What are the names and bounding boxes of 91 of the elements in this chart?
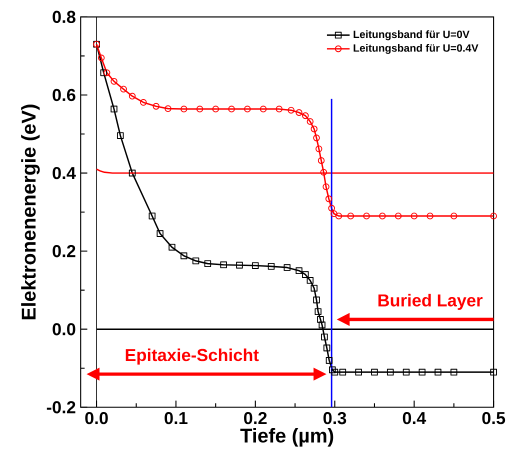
point xyxy=(148,212,156,220)
point xyxy=(180,106,188,112)
point xyxy=(318,322,326,328)
point xyxy=(284,264,291,271)
x-tick-label: 0.2 xyxy=(244,412,267,424)
point xyxy=(236,262,243,269)
point xyxy=(331,368,338,376)
point xyxy=(302,112,309,120)
point xyxy=(98,54,105,62)
point xyxy=(296,109,302,116)
point xyxy=(156,230,164,237)
point xyxy=(110,106,118,112)
point xyxy=(314,308,322,316)
point xyxy=(322,183,330,190)
x-tick-label: 0.3 xyxy=(323,412,346,424)
point xyxy=(386,368,394,376)
point xyxy=(321,334,328,340)
point xyxy=(394,212,402,220)
y-tick-label: 0.8 xyxy=(52,10,76,24)
point xyxy=(100,69,108,76)
y-tick-label: 0.6 xyxy=(52,88,76,102)
point xyxy=(116,132,124,139)
point xyxy=(347,212,354,220)
y-tick-label: 0.4 xyxy=(52,166,76,180)
point xyxy=(402,368,410,376)
point xyxy=(306,118,314,125)
point xyxy=(164,105,172,112)
point xyxy=(244,106,251,112)
point xyxy=(228,106,235,112)
point xyxy=(320,168,328,176)
point xyxy=(168,244,176,251)
y-axis-title: Elektronenenergie (eV) xyxy=(21,104,40,320)
point xyxy=(103,69,110,76)
point xyxy=(490,368,497,376)
point xyxy=(296,267,302,274)
point xyxy=(323,344,330,352)
point xyxy=(268,262,275,270)
point xyxy=(313,296,320,304)
point xyxy=(410,212,418,220)
point xyxy=(310,126,318,132)
point xyxy=(317,316,324,323)
y-tick-label: 0.0 xyxy=(52,323,76,336)
point xyxy=(306,277,314,284)
annotation: Epitaxie-Schicht xyxy=(126,348,259,365)
point xyxy=(326,357,333,364)
point xyxy=(325,195,332,202)
point xyxy=(276,106,283,112)
point xyxy=(313,134,320,142)
point xyxy=(310,284,318,292)
point xyxy=(260,106,267,112)
point xyxy=(120,86,127,93)
point xyxy=(220,261,227,268)
point xyxy=(450,212,458,220)
point xyxy=(212,106,220,112)
point xyxy=(204,260,212,267)
x-tick-label: 0.1 xyxy=(164,412,188,424)
point xyxy=(371,368,378,376)
x-tick-label: 0.4 xyxy=(402,412,426,424)
point xyxy=(335,212,342,220)
x-tick-label: 0.0 xyxy=(85,412,108,424)
annotation: Buried Layer xyxy=(378,294,483,310)
point xyxy=(302,271,309,278)
y-tick-label: -0.2 xyxy=(46,401,76,414)
x-axis-title: Tiefe (µm) xyxy=(240,428,334,447)
point xyxy=(128,170,136,176)
point xyxy=(152,102,160,110)
point xyxy=(316,145,322,152)
point xyxy=(363,212,370,220)
legend-label: Leitungsband für U=0.4V xyxy=(354,44,478,54)
point xyxy=(379,212,386,220)
legend-label: Leitungsband für U=0V xyxy=(354,30,470,40)
point xyxy=(418,368,426,376)
point xyxy=(434,368,442,376)
point xyxy=(330,210,338,218)
point xyxy=(450,368,458,376)
point xyxy=(252,262,259,269)
point xyxy=(318,157,325,164)
point xyxy=(110,78,118,85)
point xyxy=(328,204,335,212)
point xyxy=(196,106,204,112)
point xyxy=(329,366,336,374)
point xyxy=(192,257,200,264)
point xyxy=(180,252,188,260)
x-tick-label: 0.5 xyxy=(482,412,506,424)
point xyxy=(339,368,346,376)
point xyxy=(355,368,362,376)
y-tick-label: 0.2 xyxy=(52,245,76,258)
point xyxy=(140,99,147,106)
point xyxy=(128,92,136,100)
point xyxy=(426,212,434,220)
point xyxy=(288,106,294,114)
